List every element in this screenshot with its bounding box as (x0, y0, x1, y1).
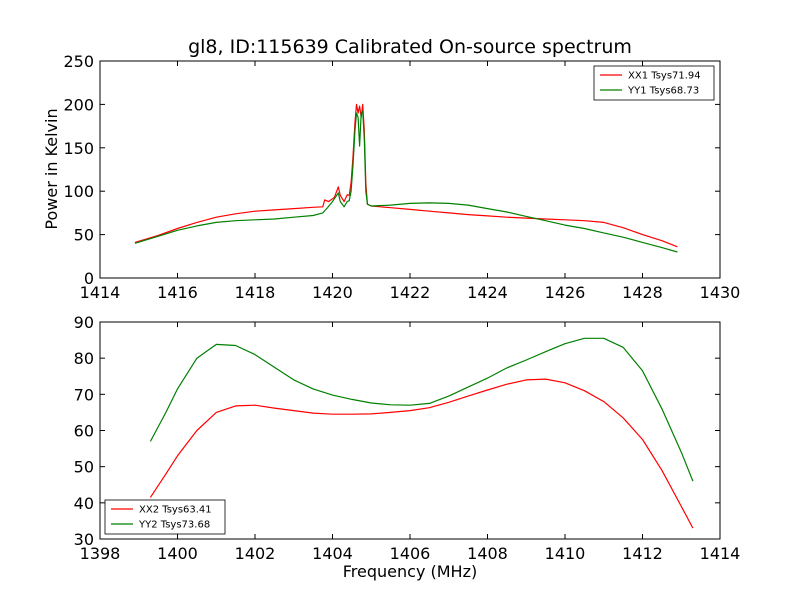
top-x-tick-label: 1418 (235, 283, 276, 302)
bottom-series-line-1 (149, 378, 694, 529)
bottom-x-tick-label: 1402 (235, 544, 276, 563)
top-x-tick-label: 1426 (545, 283, 586, 302)
chart-title: gl8, ID:115639 Calibrated On-source spec… (188, 36, 632, 58)
top-legend: XX1 Tsys71.94 YY1 Tsys68.73 (593, 65, 715, 101)
bottom-y-tick-label: 80 (74, 349, 94, 368)
bottom-spectrum-plot: 1398 1400 1402 1404 1406 1408 1410 1412 1414 30 40… (74, 313, 741, 563)
bottom-legend-box (104, 499, 226, 535)
top-x-tick-label: 1422 (390, 283, 431, 302)
bottom-legend-label: YY2 Tsys73.68 (138, 520, 210, 531)
bottom-x-tick-label: 1408 (467, 544, 508, 563)
bottom-y-tick-label: 90 (74, 313, 94, 332)
bottom-legend: XX2 Tsys63.41 YY2 Tsys73.68 (104, 499, 226, 535)
y-axis-label: Power in Kelvin (42, 108, 61, 229)
top-legend-label: YY1 Tsys68.73 (627, 86, 699, 97)
top-y-tick-label: 250 (63, 52, 94, 71)
bottom-x-tick-label: 1406 (390, 544, 431, 563)
top-series-line-2 (134, 110, 678, 253)
bottom-y-tick-label: 60 (74, 422, 94, 441)
top-legend-box (593, 65, 715, 101)
top-y-tick-label: 100 (63, 182, 94, 201)
top-x-tick-label: 1430 (700, 283, 741, 302)
bottom-y-tick-label: 50 (74, 458, 94, 477)
top-y-tick-label: 200 (63, 95, 94, 114)
x-axis-label: Frequency (MHz) (343, 562, 477, 581)
bottom-series-line-2 (149, 337, 694, 482)
top-legend-label: XX1 Tsys71.94 (628, 71, 701, 82)
top-y-tick-label: 0 (84, 269, 94, 288)
bottom-y-tick-label: 70 (74, 385, 94, 404)
bottom-x-tick-label: 1398 (80, 544, 121, 563)
bottom-x-tick-label: 1400 (157, 544, 198, 563)
top-x-tick-label: 1420 (312, 283, 353, 302)
bottom-x-tick-label: 1414 (700, 544, 741, 563)
top-y-tick-label: 150 (63, 139, 94, 158)
top-series-line-1 (134, 103, 678, 248)
top-spectrum-plot: 1414 1416 1418 1420 1422 1424 1426 1428 1430 0 50 1… (63, 52, 740, 302)
bottom-x-tick-label: 1404 (312, 544, 353, 563)
top-x-tick-label: 1416 (157, 283, 198, 302)
bottom-y-tick-label: 30 (74, 530, 94, 549)
bottom-legend-label: XX2 Tsys63.41 (139, 505, 212, 516)
top-x-tick-label: 1424 (467, 283, 508, 302)
bottom-x-tick-label: 1410 (545, 544, 586, 563)
top-x-tick-label: 1414 (80, 283, 121, 302)
top-x-tick-label: 1428 (622, 283, 663, 302)
top-y-tick-label: 50 (74, 226, 94, 245)
bottom-y-tick-label: 40 (74, 494, 94, 513)
bottom-x-tick-label: 1412 (622, 544, 663, 563)
